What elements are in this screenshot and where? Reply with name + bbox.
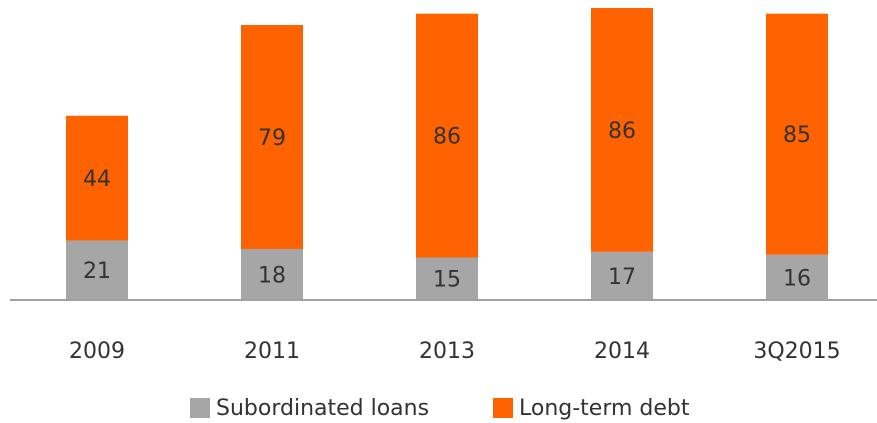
bar-segment — [766, 254, 828, 300]
data-label: 18 — [258, 263, 286, 288]
bar-segment — [766, 13, 828, 255]
bar-segment — [591, 251, 653, 300]
legend-label: Long-term debt — [519, 396, 690, 421]
x-tick-label: 3Q2015 — [753, 339, 840, 364]
x-tick-label: 2014 — [594, 339, 650, 364]
data-label: 86 — [608, 119, 636, 144]
legend-label: Subordinated loans — [216, 396, 429, 421]
data-label: 15 — [433, 268, 461, 293]
data-label: 16 — [783, 266, 811, 291]
x-tick-label: 2013 — [419, 339, 475, 364]
bar-segment — [241, 25, 303, 249]
data-label: 79 — [258, 126, 286, 151]
data-label: 85 — [783, 123, 811, 148]
data-label: 86 — [433, 125, 461, 150]
bar-segment — [416, 13, 478, 258]
data-label: 21 — [83, 259, 111, 284]
bar-segment — [241, 248, 303, 300]
bar-segment — [66, 240, 128, 300]
bar-segment — [66, 115, 128, 241]
bar-segment — [591, 8, 653, 252]
legend-swatch — [493, 398, 513, 418]
data-label: 44 — [83, 167, 111, 192]
bar-segment — [416, 257, 478, 300]
x-tick-label: 2011 — [244, 339, 300, 364]
x-tick-label: 2009 — [69, 339, 125, 364]
data-label: 17 — [608, 265, 636, 290]
legend-swatch — [190, 398, 210, 418]
